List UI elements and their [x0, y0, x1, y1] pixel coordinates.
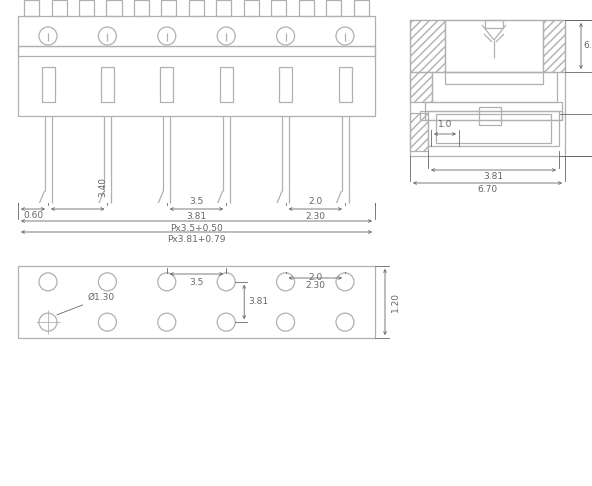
- Bar: [101, 67, 114, 102]
- Bar: [107, 0, 121, 16]
- Bar: [271, 0, 287, 16]
- Bar: [428, 111, 559, 146]
- Text: 2.0: 2.0: [308, 197, 323, 206]
- Bar: [18, 16, 375, 56]
- Text: 3.81: 3.81: [186, 212, 207, 221]
- Text: 2.30: 2.30: [305, 212, 325, 221]
- Bar: [18, 266, 375, 338]
- Bar: [543, 20, 565, 72]
- Bar: [279, 67, 292, 102]
- Text: 3.5: 3.5: [189, 197, 204, 206]
- Bar: [353, 0, 369, 16]
- Bar: [52, 0, 67, 16]
- Bar: [244, 0, 259, 16]
- Bar: [410, 113, 428, 151]
- Text: 3.5: 3.5: [189, 278, 204, 287]
- Bar: [162, 0, 176, 16]
- Bar: [478, 107, 500, 125]
- Bar: [134, 0, 149, 16]
- Bar: [326, 0, 341, 16]
- Bar: [485, 20, 503, 28]
- Bar: [220, 67, 233, 102]
- Bar: [160, 67, 173, 102]
- Text: 3.81: 3.81: [248, 297, 268, 307]
- Text: Px3.5+0.50: Px3.5+0.50: [170, 224, 223, 233]
- Bar: [410, 72, 432, 102]
- Bar: [432, 72, 557, 102]
- Text: 6.70: 6.70: [477, 185, 497, 194]
- Text: 6.60: 6.60: [583, 41, 592, 51]
- Bar: [79, 0, 94, 16]
- Text: Ø1.30: Ø1.30: [57, 293, 115, 315]
- Text: 2.30: 2.30: [305, 281, 325, 291]
- Bar: [420, 111, 562, 120]
- Bar: [410, 20, 445, 72]
- Bar: [445, 20, 543, 72]
- Text: 0.60: 0.60: [23, 211, 43, 221]
- Bar: [18, 46, 375, 116]
- Text: 3.81: 3.81: [484, 172, 504, 181]
- Bar: [425, 102, 562, 120]
- Text: 2.0: 2.0: [308, 274, 323, 282]
- Bar: [216, 0, 231, 16]
- Bar: [41, 67, 54, 102]
- Text: 1.20: 1.20: [391, 292, 400, 312]
- Bar: [24, 0, 39, 16]
- Bar: [410, 20, 565, 156]
- Text: 3.40: 3.40: [98, 177, 107, 197]
- Bar: [298, 0, 314, 16]
- Bar: [436, 114, 551, 143]
- Bar: [189, 0, 204, 16]
- Bar: [339, 67, 352, 102]
- Text: Px3.81+0.79: Px3.81+0.79: [168, 235, 226, 244]
- Bar: [445, 72, 543, 84]
- Text: 1.0: 1.0: [438, 120, 452, 129]
